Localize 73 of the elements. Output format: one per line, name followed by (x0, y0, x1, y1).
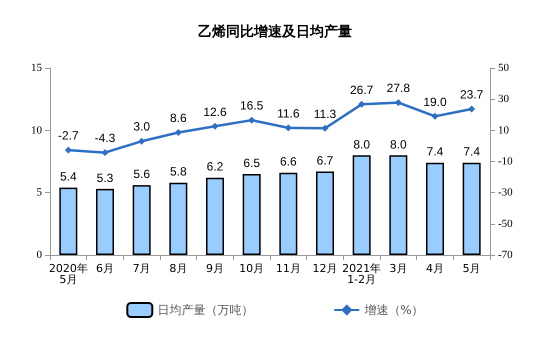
data-label: 6.6 (280, 154, 297, 169)
x-tick-label: 6月 (96, 262, 114, 275)
bar (206, 178, 224, 255)
data-label: 6.5 (243, 156, 260, 170)
data-label: 23.7 (460, 87, 484, 102)
data-label: 26.7 (350, 82, 374, 97)
bar (352, 155, 371, 255)
y2-tick-label: -10 (498, 156, 514, 168)
data-label: 5.6 (133, 167, 150, 182)
data-label: -4.3 (94, 131, 116, 146)
point (358, 100, 366, 108)
data-label: 19.0 (423, 94, 447, 109)
y2-tick-label: 10 (498, 124, 510, 136)
y2-tick-label: -50 (498, 218, 514, 230)
data-label: 6.7 (316, 153, 334, 168)
x-tick-label: 8月 (169, 262, 188, 275)
point (102, 149, 108, 156)
y2-tick-label: 50 (498, 62, 510, 74)
bar (462, 162, 481, 255)
point (212, 122, 218, 130)
data-label: 5.3 (96, 170, 114, 185)
bar (279, 172, 298, 255)
y2-tick-label: 30 (498, 93, 510, 106)
chart-title: 乙烯同比增速及日均产量 (198, 23, 352, 40)
data-label: 11.3 (314, 106, 337, 121)
y2-tick-label: -30 (498, 186, 514, 199)
x-tick-label: 12月 (312, 262, 338, 275)
data-label: 11.6 (277, 106, 300, 120)
x-tick-label: 3月 (389, 262, 408, 275)
data-label: 7.4 (463, 144, 480, 159)
point (248, 116, 256, 124)
point (284, 124, 292, 132)
data-label: 16.5 (240, 98, 264, 113)
x-tick-label: 4月 (426, 262, 444, 275)
bar (59, 188, 78, 255)
data-label: 8.0 (353, 137, 370, 152)
bar (389, 155, 408, 255)
y-tick-label: 10 (31, 124, 42, 136)
point (64, 146, 72, 154)
data-label: 8.6 (170, 111, 187, 126)
bar (169, 182, 188, 255)
y-tick-label: 0 (36, 249, 42, 261)
point (138, 138, 146, 145)
bar (96, 188, 114, 255)
data-label: 5.8 (170, 164, 187, 179)
x-tick-label: 2020年 5月 (48, 262, 88, 286)
bar (426, 162, 444, 255)
x-tick-label: 10月 (239, 262, 264, 275)
bar (132, 185, 151, 255)
point (468, 105, 476, 112)
data-label: 7.4 (426, 144, 444, 159)
data-label: 27.8 (386, 81, 410, 96)
legend-label: 增速（%） (363, 303, 424, 317)
x-tick-label: 11月 (276, 262, 301, 275)
bar (242, 174, 261, 255)
x-tick-label: 5月 (462, 262, 481, 275)
x-tick-label: 9月 (206, 262, 224, 275)
bar (316, 171, 334, 255)
data-label: 3.0 (133, 120, 150, 134)
data-label: 6.2 (206, 160, 224, 174)
y-tick-label: 5 (36, 186, 42, 199)
x-tick-label: 7月 (132, 262, 151, 275)
y2-tick-label: -70 (498, 249, 514, 261)
legend-label: 日均产量（万吨） (157, 303, 254, 317)
x-tick-label: 2021年 1-2月 (342, 262, 382, 286)
point (322, 124, 328, 132)
y-tick-label: 15 (31, 62, 42, 74)
point (174, 129, 182, 136)
data-label: -2.7 (58, 128, 79, 143)
data-label: 12.6 (203, 104, 227, 119)
data-label: 5.4 (60, 170, 77, 184)
data-label: 8.0 (390, 137, 407, 152)
point (432, 112, 438, 120)
